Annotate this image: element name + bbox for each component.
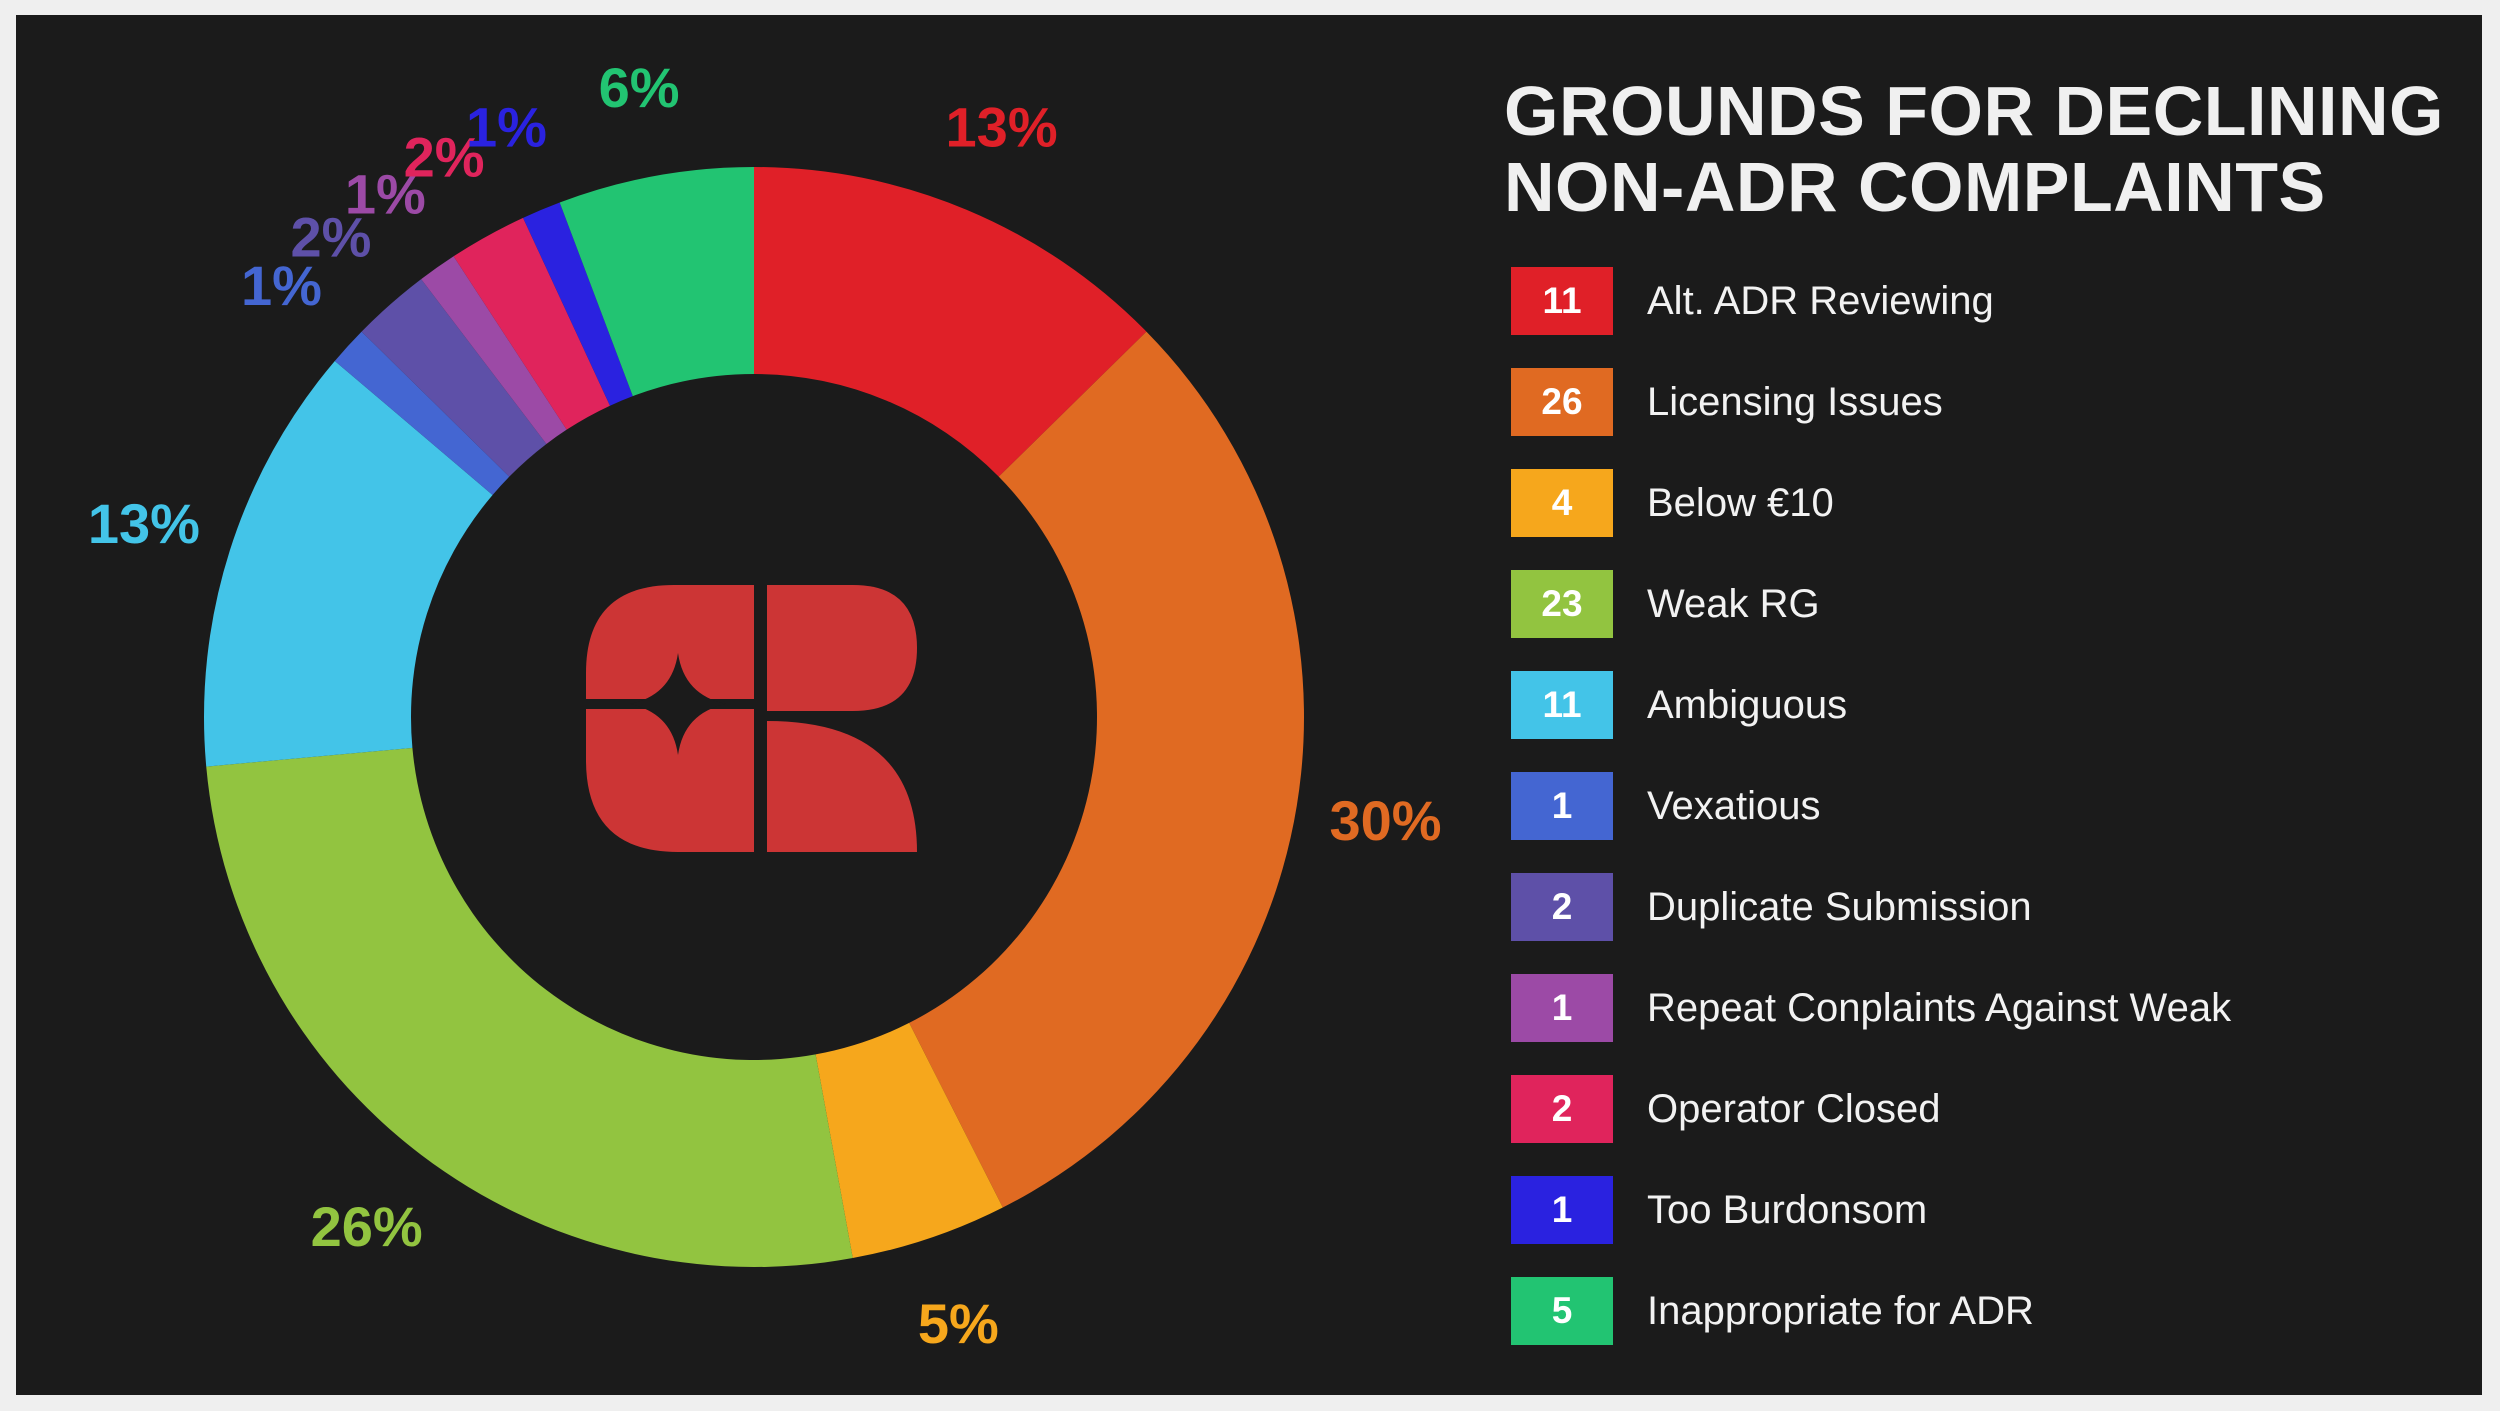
legend-label: Alt. ADR Reviewing (1647, 279, 1994, 323)
legend-value-swatch: 2 (1511, 1075, 1613, 1143)
percent-label-6: 1% (241, 254, 322, 317)
legend-label: Ambiguous (1647, 683, 1848, 727)
percent-label-8: 1% (345, 162, 426, 225)
legend-value-swatch: 11 (1511, 267, 1613, 335)
donut-slice-4 (206, 747, 853, 1268)
brand-logo-icon (586, 585, 917, 852)
legend-value-swatch: 1 (1511, 1176, 1613, 1244)
chart-title-line-2: NON-ADR COMPLAINTS (1504, 148, 2326, 226)
donut-slice-3 (815, 1022, 1003, 1259)
donut-slice-10 (523, 202, 633, 406)
legend-label: Weak RG (1647, 582, 1820, 626)
logo-bottom-right-part (767, 721, 917, 852)
donut-slice-6 (334, 331, 510, 495)
donut-slices (204, 167, 1304, 1268)
donut-slice-11 (559, 167, 754, 397)
percent-label-9: 2% (404, 126, 485, 189)
donut-slice-5 (204, 360, 493, 767)
legend-value-swatch: 1 (1511, 974, 1613, 1042)
percent-label-11: 6% (599, 56, 680, 119)
donut-slice-2 (909, 331, 1304, 1208)
logo-top-right-part (767, 585, 917, 711)
legend-label: Inappropriate for ADR (1647, 1289, 2034, 1333)
logo-bottom-left-part (586, 709, 754, 852)
legend-value-swatch: 23 (1511, 570, 1613, 638)
donut-slice-7 (361, 279, 547, 477)
percent-label-2: 30% (1330, 789, 1442, 852)
percent-label-5: 13% (88, 492, 200, 555)
legend-value-swatch: 4 (1511, 469, 1613, 537)
chart-title-line-1: GROUNDS FOR DECLINING (1504, 72, 2444, 150)
logo-star-cutout (630, 653, 726, 755)
legend-label: Licensing Issues (1647, 380, 1943, 424)
legend-value-swatch: 1 (1511, 772, 1613, 840)
percent-label-10: 1% (466, 95, 547, 158)
chart-title: GROUNDS FOR DECLINING NON-ADR COMPLAINTS (1504, 73, 2464, 225)
percent-label-7: 2% (290, 205, 371, 268)
legend-label: Repeat Conplaints Against Weak (1647, 986, 2232, 1030)
donut-slice-1 (754, 167, 1147, 477)
percent-label-3: 5% (918, 1292, 999, 1355)
legend-value-swatch: 11 (1511, 671, 1613, 739)
percent-label-4: 26% (311, 1195, 423, 1258)
legend-value-swatch: 26 (1511, 368, 1613, 436)
legend-label: Too Burdonsom (1647, 1188, 1928, 1232)
legend-label: Vexatious (1647, 784, 1821, 828)
chart-panel: 13% 30% 5% 26% 13% 1% 2% 1% 2% 1% 6% GROUNDS FOR D… (16, 15, 2482, 1395)
percent-labels: 13%30%5%26%13%1%2%1%2%1%6% (88, 56, 1442, 1355)
legend-label: Duplicate Submission (1647, 885, 2032, 929)
logo-top-left-part (586, 585, 754, 699)
donut-chart: 13%30%5%26%13%1%2%1%2%1%6% (88, 56, 1442, 1355)
legend-label: Operator Closed (1647, 1087, 1941, 1131)
percent-label-1: 13% (946, 95, 1058, 158)
legend-value-swatch: 5 (1511, 1277, 1613, 1345)
legend-label: Below €10 (1647, 481, 1834, 525)
donut-slice-8 (421, 256, 567, 444)
legend-value-swatch: 2 (1511, 873, 1613, 941)
donut-slice-9 (453, 217, 610, 430)
